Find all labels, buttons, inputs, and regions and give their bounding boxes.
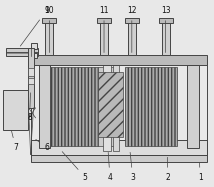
Bar — [103, 62, 111, 151]
Text: 11: 11 — [99, 6, 109, 53]
Text: 3: 3 — [130, 152, 135, 182]
Bar — [97, 18, 111, 22]
Bar — [31, 154, 207, 163]
Bar — [31, 53, 37, 58]
Bar — [28, 68, 34, 76]
Text: 9: 9 — [20, 6, 49, 46]
Bar — [45, 21, 54, 55]
Bar — [31, 43, 37, 49]
Bar — [100, 21, 108, 55]
Text: 4: 4 — [108, 152, 112, 182]
Bar — [113, 62, 119, 151]
Bar — [98, 67, 118, 146]
Bar — [51, 67, 98, 146]
Bar — [39, 65, 51, 148]
Text: 6: 6 — [36, 139, 49, 152]
Bar — [31, 140, 207, 154]
Bar — [162, 21, 169, 55]
Bar — [125, 18, 139, 22]
Bar — [43, 18, 56, 22]
Text: 7: 7 — [11, 131, 18, 152]
Bar — [128, 21, 136, 55]
Text: 8: 8 — [27, 93, 32, 122]
Bar — [125, 67, 177, 146]
Bar — [159, 18, 172, 22]
Bar — [3, 90, 28, 130]
Bar — [6, 48, 37, 56]
Text: 10: 10 — [45, 6, 54, 53]
Bar — [187, 65, 199, 148]
Text: 12: 12 — [127, 6, 137, 53]
Bar — [31, 60, 207, 154]
Bar — [98, 72, 123, 137]
Text: 5: 5 — [62, 152, 88, 182]
Bar — [28, 48, 34, 108]
Bar — [28, 78, 34, 84]
Text: 1: 1 — [198, 162, 203, 182]
Text: 2: 2 — [165, 157, 170, 182]
Text: 13: 13 — [161, 6, 170, 53]
Bar — [31, 55, 207, 65]
